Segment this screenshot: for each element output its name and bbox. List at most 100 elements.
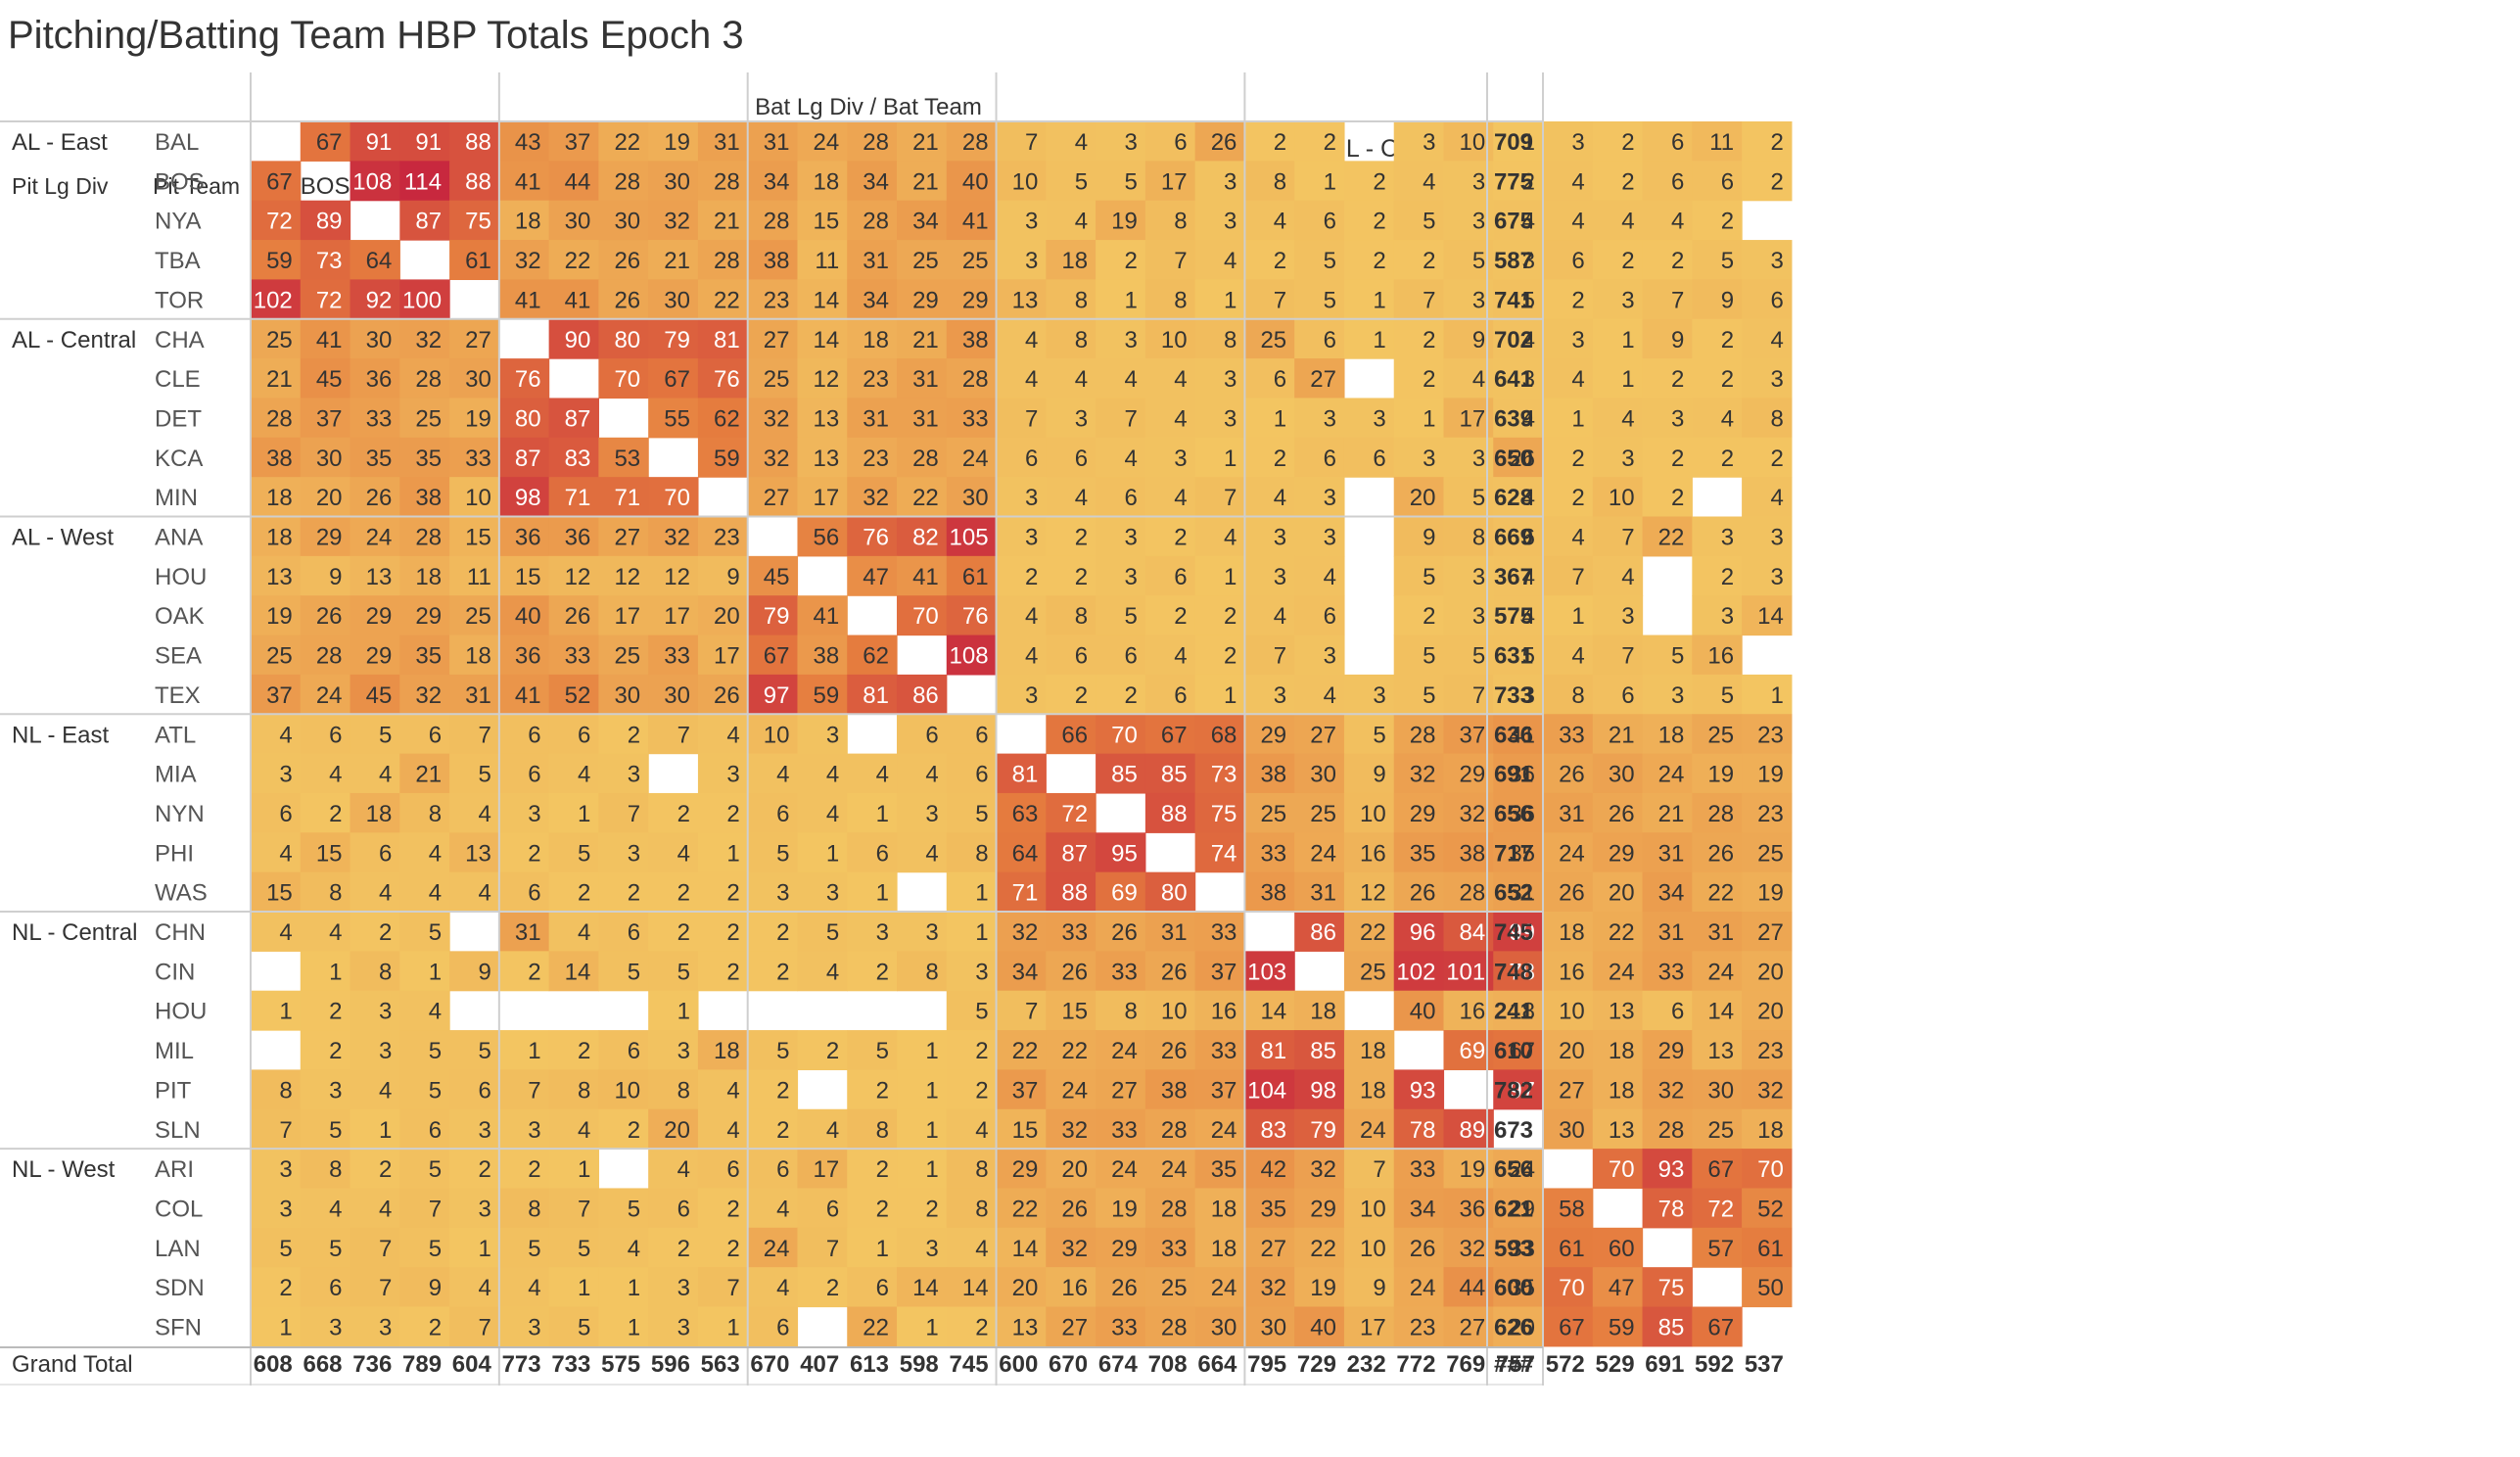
heatmap-cell — [1692, 1306, 1743, 1347]
heatmap-cell — [1144, 792, 1196, 833]
heatmap-cell — [897, 1267, 948, 1308]
heatmap-cell — [498, 555, 550, 596]
heatmap-cell — [897, 1149, 948, 1190]
heatmap-cell — [251, 1188, 302, 1229]
heatmap-cell — [350, 753, 400, 794]
heatmap-cell — [1046, 832, 1097, 873]
cell-value-label: 3 — [1324, 485, 1336, 511]
cell-value-label: 40 — [962, 168, 989, 195]
cell-value-label: 102 — [1396, 959, 1435, 985]
heatmap-cell — [797, 634, 848, 676]
cell-value-label: 18 — [465, 643, 491, 670]
cell-value-label: 10 — [1161, 999, 1188, 1025]
cell-value-label: 33 — [1211, 919, 1237, 946]
heatmap-cell — [996, 555, 1047, 596]
cell-value-label: 58 — [1559, 1196, 1585, 1222]
heatmap-cell — [548, 477, 599, 518]
heatmap-cell — [1393, 516, 1445, 557]
cell-value-label: 30 — [565, 209, 591, 235]
cell-value-label: 2 — [1571, 485, 1584, 511]
cell-value-label: 4 — [876, 762, 889, 788]
heatmap-cell — [1692, 832, 1743, 873]
heatmap-cell — [300, 240, 351, 280]
heatmap-cell — [598, 555, 649, 596]
row-team-label: KCA — [155, 446, 203, 472]
heatmap-cell — [747, 1188, 799, 1229]
heatmap-cell — [449, 1030, 500, 1070]
heatmap-cell — [498, 240, 550, 280]
cell-value-label: 61 — [1757, 1236, 1784, 1262]
cell-value-label: 17 — [1360, 1315, 1386, 1341]
cell-value-label: 1 — [1771, 682, 1784, 709]
heatmap-cell — [498, 951, 550, 992]
heatmap-cell — [1592, 1069, 1644, 1110]
cell-value-label: 24 — [1707, 959, 1734, 985]
cell-value-label: 1 — [1621, 327, 1634, 353]
heatmap-cell — [1046, 714, 1097, 755]
heatmap-cell — [350, 279, 400, 320]
heatmap-cell — [399, 634, 450, 676]
cell-value-label: 34 — [863, 287, 889, 313]
cell-value-label: 4 — [1771, 485, 1784, 511]
cell-value-label: 99 — [1509, 919, 1535, 946]
cell-value-label: 5 — [528, 1236, 540, 1262]
cell-value-label: 4 — [776, 1275, 789, 1301]
heatmap-cell — [1343, 1030, 1395, 1070]
heatmap-cell — [1393, 912, 1445, 952]
row-total-label: 748 — [1494, 959, 1533, 985]
heatmap-cell — [897, 1188, 948, 1229]
cell-value-label: 25 — [1260, 801, 1286, 827]
cell-value-label: 2 — [1224, 603, 1237, 630]
heatmap-cell — [1642, 753, 1693, 794]
cell-value-label: 6 — [776, 1156, 789, 1183]
row-total-label: 702 — [1494, 327, 1533, 353]
cell-value-label: 4 — [478, 801, 490, 827]
row-team-label: CIN — [155, 959, 195, 985]
heatmap-cell — [1742, 1149, 1793, 1190]
cell-value-label: 3 — [1522, 366, 1535, 393]
cell-value-label: 22 — [565, 248, 591, 274]
heatmap-cell — [697, 1227, 749, 1268]
heatmap-cell — [449, 358, 500, 400]
cell-value-label: 31 — [714, 129, 740, 156]
cell-value-label: 7 — [1174, 248, 1187, 274]
heatmap-cell — [648, 832, 699, 873]
heatmap-cell — [1343, 437, 1395, 478]
cell-value-label: 28 — [863, 129, 889, 156]
heatmap-cell — [1096, 398, 1146, 439]
cell-value-label: 27 — [764, 327, 790, 353]
cell-value-label: 7 — [1025, 405, 1038, 432]
cell-value-label: 3 — [1125, 327, 1138, 353]
cell-value-label: 1 — [677, 999, 690, 1025]
heatmap-cell — [300, 516, 351, 557]
cell-value-label: 21 — [266, 366, 293, 393]
row-division-label: NL - West — [12, 1156, 116, 1183]
heatmap-cell — [1742, 714, 1793, 755]
cell-value-label: 4 — [1621, 564, 1634, 590]
heatmap-cell — [1592, 792, 1644, 833]
heatmap-cell — [1194, 1227, 1245, 1268]
heatmap-cell — [1294, 1108, 1345, 1150]
heatmap-cell — [498, 832, 550, 873]
heatmap-cell — [1194, 1069, 1245, 1110]
heatmap-cell — [1692, 595, 1743, 636]
cell-value-label: 67 — [1161, 722, 1188, 748]
cell-value-label: 13 — [266, 564, 293, 590]
heatmap-cell — [648, 516, 699, 557]
cell-value-label: 53 — [614, 446, 640, 472]
heatmap-cell — [1294, 240, 1345, 280]
cell-value-label: 2 — [1721, 564, 1734, 590]
heatmap-cell — [1393, 832, 1445, 873]
heatmap-cell — [1194, 792, 1245, 833]
cell-value-label: 29 — [1260, 722, 1286, 748]
cell-value-label: 6 — [478, 1077, 490, 1104]
cell-value-label: 18 — [714, 1038, 740, 1064]
row-total-label: 241 — [1494, 999, 1533, 1025]
heatmap-cell — [1096, 477, 1146, 518]
cell-value-label: 4 — [1274, 209, 1286, 235]
row-total-label: 636 — [1494, 722, 1533, 748]
heatmap-cell — [996, 240, 1047, 280]
cell-value-label: 8 — [329, 880, 342, 907]
cell-value-label: 38 — [1460, 840, 1486, 867]
cell-value-label: 56 — [814, 525, 840, 551]
